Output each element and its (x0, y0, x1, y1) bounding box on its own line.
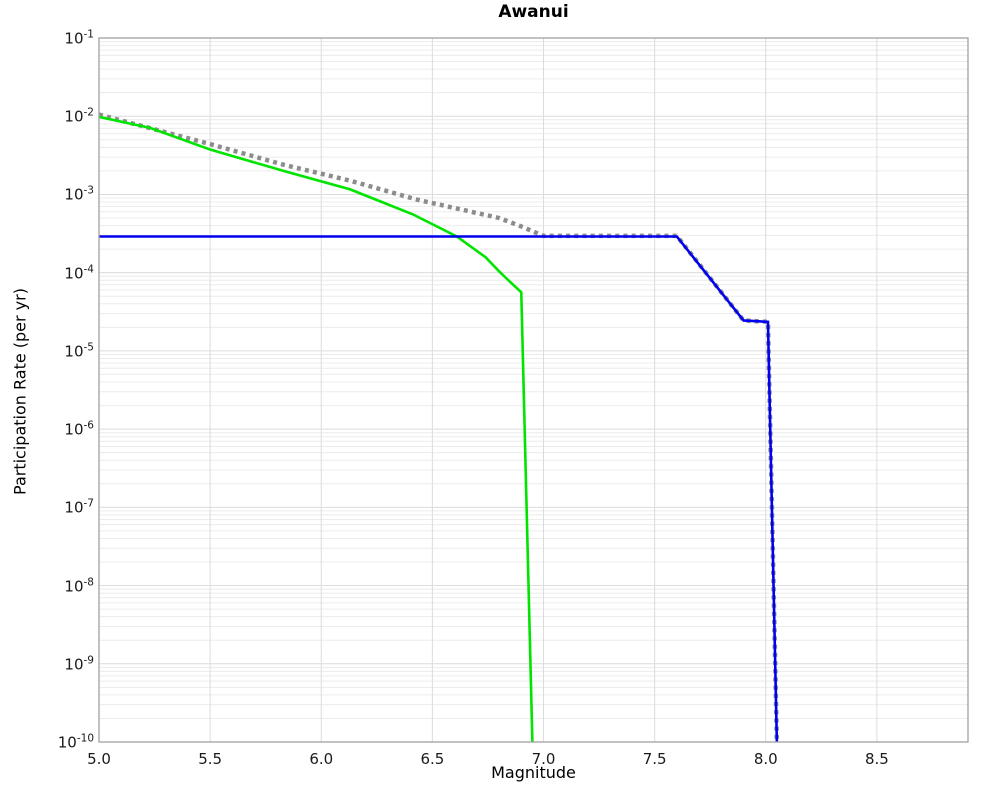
x-tick-label: 6.5 (420, 750, 445, 768)
x-tick-label: 8.5 (864, 750, 889, 768)
y-tick-label: 10-1 (64, 28, 94, 48)
x-tick-label: 7.0 (531, 750, 556, 768)
y-tick-label: 10-6 (64, 419, 94, 439)
y-tick-label: 10-5 (64, 341, 94, 361)
series-line-supra-seismogenic-blue (99, 235, 779, 743)
y-tick-label: 10-4 (64, 263, 94, 283)
x-tick-label: 5.0 (87, 750, 111, 768)
x-tick-label: 5.5 (198, 750, 223, 768)
y-tick-label: 10-10 (57, 732, 94, 752)
chart-title: Awanui (498, 2, 569, 22)
y-tick-label: 10-2 (64, 106, 94, 126)
y-tick-label: 10-3 (64, 184, 94, 204)
x-tick-label: 8.0 (753, 750, 778, 768)
series-line-sub-seismogenic-green (98, 115, 534, 743)
x-tick-label: 6.0 (309, 750, 334, 768)
y-tick-label: 10-9 (64, 654, 94, 674)
series-line-total-mfd-dotted-gray (98, 112, 780, 743)
axes-border (98, 37, 969, 743)
y-tick-label: 10-7 (64, 497, 94, 517)
x-tick-label: 7.5 (642, 750, 667, 768)
y-tick-label: 10-8 (64, 576, 94, 596)
x-axis-label: Magnitude (491, 763, 576, 782)
